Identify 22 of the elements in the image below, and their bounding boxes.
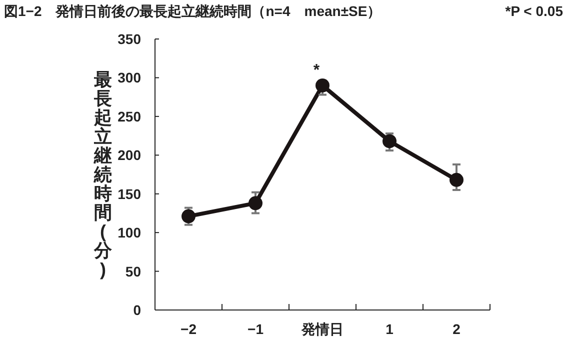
y-tick-label: 200 xyxy=(118,147,142,164)
y-tick-label: 0 xyxy=(133,302,142,318)
y-tick-label: 250 xyxy=(118,108,142,124)
y-tick-label: 100 xyxy=(118,224,142,241)
x-tick-label: −2 xyxy=(180,321,197,337)
x-tick-label: 発情日 xyxy=(300,321,344,337)
text: 最長起立継続時間(分) xyxy=(94,70,112,280)
point xyxy=(248,196,262,210)
annotation: * xyxy=(313,62,320,79)
x-tick-label: 2 xyxy=(452,321,461,337)
y-tick-label: 150 xyxy=(118,186,142,202)
point xyxy=(182,209,196,224)
x-tick-label: 1 xyxy=(386,321,394,337)
y-tick-label: 300 xyxy=(118,70,142,86)
chart-title: 図1−2 発情日前後の最長起立継続時間（n=4 mean±SE） xyxy=(4,3,382,19)
point xyxy=(316,78,330,92)
text: *P < 0.05 xyxy=(505,3,564,19)
y-tick-label: 50 xyxy=(125,263,142,280)
y-tick-label: 350 xyxy=(118,31,142,47)
x-tick-label: −1 xyxy=(248,321,264,337)
point xyxy=(450,172,464,187)
point xyxy=(382,134,396,148)
